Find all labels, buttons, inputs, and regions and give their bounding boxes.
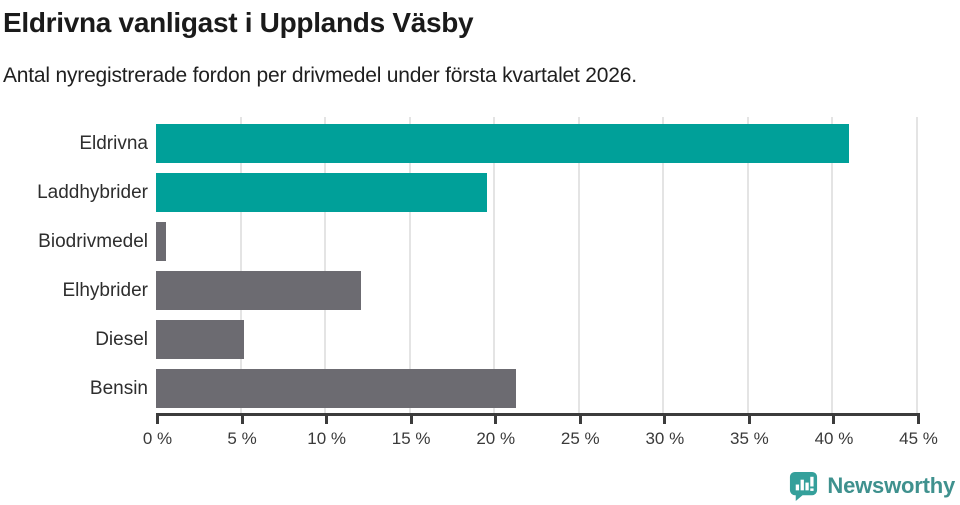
category-label-laddhybrider: Laddhybrider: [37, 182, 148, 203]
gridline-45: [916, 117, 918, 413]
bar-eldrivna: [156, 124, 850, 163]
axis-tick-0: [156, 416, 159, 424]
gridline-25: [577, 117, 580, 413]
axis-tick-label-0: 0 %: [142, 429, 173, 448]
axis-tick-20: [494, 416, 498, 424]
axis-tick-40: [832, 416, 836, 424]
gridline-10: [324, 117, 327, 413]
axis-tick-45: [917, 416, 920, 424]
bar-diesel: [156, 320, 244, 359]
axis-tick-label-35: 35 %: [730, 429, 769, 448]
gridline-20: [493, 117, 496, 413]
newsworthy-logo: Newsworthy: [788, 470, 955, 501]
chart-subtitle: Antal nyregistrerade fordon per drivmede…: [3, 64, 637, 87]
bar-bensin: [156, 369, 517, 408]
axis-tick-5: [240, 416, 244, 424]
gridline-15: [408, 117, 411, 413]
x-axis: 0 % 5 % 10 % 15 % 20 % 25 % 30 % 35 % 40 % 45 %: [143, 416, 938, 461]
axis-tick-30: [663, 416, 667, 424]
axis-tick-label-5: 5 %: [227, 429, 257, 448]
newsworthy-logo-text: Newsworthy: [827, 472, 955, 498]
bar-biodrivmedel: [156, 222, 167, 261]
axis-tick-label-30: 30 %: [645, 429, 685, 448]
axis-tick-label-15: 15 %: [391, 429, 431, 448]
plot-area: [156, 117, 918, 413]
axis-tick-label-45: 45 %: [899, 429, 938, 448]
axis-tick-25: [578, 416, 582, 424]
axis-tick-10: [325, 416, 329, 424]
axis-tick-label-40: 40 %: [814, 429, 854, 448]
axis-tick-label-10: 10 %: [307, 429, 346, 448]
category-label-elhybrider: Elhybrider: [62, 280, 148, 301]
chart-title: Eldrivna vanligast i Upplands Väsby: [3, 7, 474, 38]
gridline-5: [239, 117, 242, 413]
axis-tick-label-20: 20 %: [476, 429, 516, 448]
x-axis-line: [156, 413, 920, 416]
axis-tick-label-25: 25 %: [560, 429, 600, 448]
gridline-35: [746, 117, 749, 413]
bar-elhybrider: [156, 271, 361, 310]
y-axis-labels: Eldrivna Laddhybrider Biodrivmedel Elhybrid…: [0, 117, 148, 413]
newsworthy-logo-icon: [790, 471, 818, 501]
category-label-biodrivmedel: Biodrivmedel: [38, 231, 148, 252]
axis-tick-15: [409, 416, 413, 424]
category-label-diesel: Diesel: [95, 329, 148, 350]
bar-laddhybrider: [156, 173, 488, 212]
gridline-30: [662, 117, 665, 413]
category-label-bensin: Bensin: [89, 378, 148, 399]
category-label-eldrivna: Eldrivna: [79, 133, 148, 154]
axis-tick-35: [747, 416, 751, 424]
gridline-40: [831, 117, 834, 413]
